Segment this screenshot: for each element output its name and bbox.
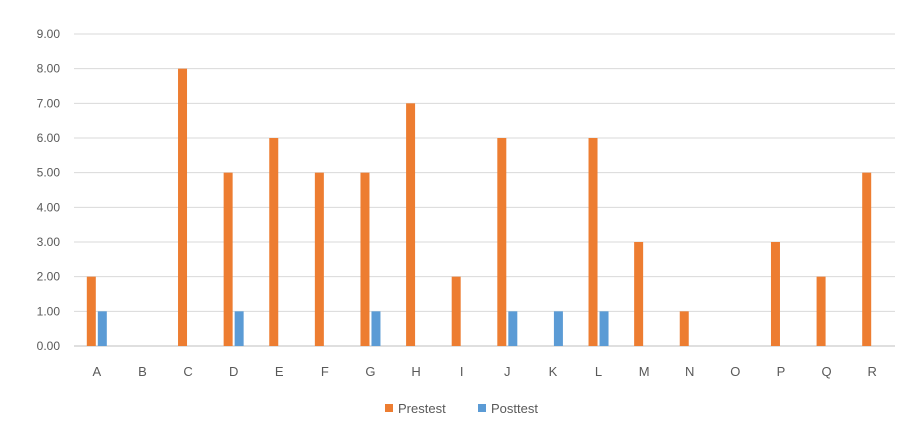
- x-tick-label: N: [685, 364, 694, 379]
- x-tick-label: Q: [822, 364, 832, 379]
- x-tick-label: M: [639, 364, 650, 379]
- y-tick-label: 2.00: [37, 270, 61, 284]
- x-axis-tick-labels: A B C D E F G H I J K L M N O P Q R: [92, 364, 876, 379]
- bar-prestest-a: [86, 276, 96, 346]
- y-tick-label: 0.00: [37, 339, 61, 353]
- y-tick-label: 6.00: [37, 131, 61, 145]
- bar-posttest-k: [553, 311, 563, 346]
- x-tick-label: K: [549, 364, 558, 379]
- x-tick-label: D: [229, 364, 238, 379]
- y-tick-label: 9.00: [37, 27, 61, 41]
- bar-prestest-j: [497, 138, 507, 346]
- y-axis-tick-labels: 0.00 1.00 2.00 3.00 4.00 5.00 6.00 7.00 8.00 9.00: [37, 27, 61, 353]
- y-tick-label: 7.00: [37, 96, 61, 110]
- x-tick-label: H: [411, 364, 420, 379]
- bar-posttest-a: [97, 311, 107, 346]
- bar-prestest-f: [314, 172, 324, 346]
- x-tick-label: O: [730, 364, 740, 379]
- bar-posttest-l: [599, 311, 609, 346]
- bar-prestest-g: [360, 172, 370, 346]
- y-tick-label: 3.00: [37, 235, 61, 249]
- y-tick-label: 5.00: [37, 166, 61, 180]
- bar-prestest-i: [451, 276, 461, 346]
- x-tick-label: C: [183, 364, 192, 379]
- y-tick-label: 1.00: [37, 304, 61, 318]
- x-tick-label: I: [460, 364, 464, 379]
- x-tick-label: R: [867, 364, 876, 379]
- bar-prestest-l: [588, 138, 598, 346]
- x-tick-label: L: [595, 364, 602, 379]
- bars: [86, 68, 872, 347]
- legend-label-posttest: Posttest: [491, 401, 538, 416]
- bar-posttest-g: [371, 311, 381, 346]
- x-tick-label: B: [138, 364, 147, 379]
- bar-prestest-c: [178, 68, 188, 347]
- legend: Prestest Posttest: [385, 401, 538, 416]
- x-tick-label: A: [92, 364, 101, 379]
- y-tick-label: 4.00: [37, 200, 61, 214]
- legend-swatch-posttest: [478, 404, 486, 412]
- bar-prestest-e: [269, 138, 279, 346]
- bar-prestest-d: [223, 172, 233, 346]
- legend-swatch-prestest: [385, 404, 393, 412]
- bar-prestest-n: [679, 311, 689, 346]
- bar-prestest-r: [862, 172, 872, 346]
- y-tick-label: 8.00: [37, 62, 61, 76]
- gridlines: [74, 33, 895, 347]
- bar-posttest-d: [234, 311, 244, 346]
- x-tick-label: J: [504, 364, 511, 379]
- bar-prestest-m: [634, 242, 644, 346]
- legend-label-prestest: Prestest: [398, 401, 446, 416]
- bar-prestest-h: [406, 103, 416, 346]
- x-tick-label: P: [777, 364, 786, 379]
- bar-posttest-j: [508, 311, 518, 346]
- x-tick-label: E: [275, 364, 284, 379]
- bar-prestest-p: [770, 242, 780, 346]
- x-tick-label: F: [321, 364, 329, 379]
- bar-prestest-q: [816, 276, 826, 346]
- x-tick-label: G: [365, 364, 375, 379]
